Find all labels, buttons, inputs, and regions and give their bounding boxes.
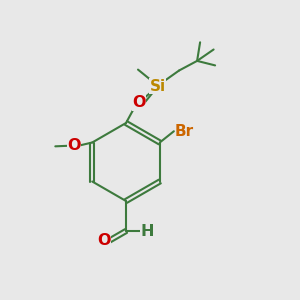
- Text: H: H: [140, 224, 154, 238]
- Text: Br: Br: [175, 124, 194, 139]
- Text: O: O: [97, 233, 110, 248]
- Text: O: O: [67, 138, 81, 153]
- Text: O: O: [132, 95, 145, 110]
- Text: Si: Si: [149, 79, 166, 94]
